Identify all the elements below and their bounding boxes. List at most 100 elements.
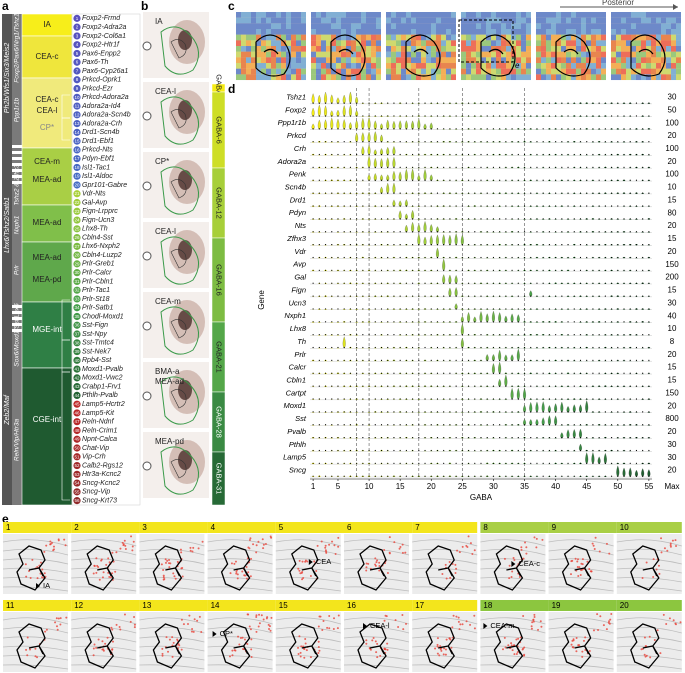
- median-dot: [598, 218, 600, 220]
- cluster-label: Gal-Avp: [82, 199, 107, 206]
- median-dot: [635, 256, 638, 259]
- cluster-num: 32: [74, 288, 80, 293]
- cell: [611, 23, 616, 30]
- cell: [616, 63, 621, 69]
- cluster-label: Prlr-St18: [82, 296, 110, 303]
- median-dot: [604, 449, 606, 452]
- cell: [586, 68, 591, 75]
- median-dot: [380, 128, 383, 130]
- cell: [621, 34, 626, 41]
- cell: [476, 17, 481, 24]
- median-dot: [418, 424, 420, 426]
- median-dot: [399, 334, 401, 336]
- median-dot: [424, 295, 426, 297]
- cell: [436, 23, 441, 30]
- cell: [256, 34, 261, 41]
- cell: [256, 12, 261, 18]
- cell: [361, 29, 366, 35]
- median-dot: [561, 115, 563, 117]
- median-dot: [412, 308, 414, 310]
- cell: [666, 51, 671, 58]
- cell: [326, 74, 331, 81]
- violin: [336, 109, 340, 117]
- cell: [496, 34, 501, 41]
- cell: [351, 12, 356, 18]
- median-dot: [617, 102, 619, 104]
- region-block: [21, 241, 73, 303]
- median-dot: [648, 141, 650, 143]
- median-dot: [368, 256, 370, 259]
- cell: [336, 12, 341, 18]
- cell: [321, 68, 326, 75]
- expression-dot: [111, 572, 114, 575]
- median-dot: [449, 411, 451, 413]
- cluster-dot: [73, 41, 81, 49]
- median-dot: [405, 179, 407, 181]
- median-dot: [405, 385, 407, 387]
- expression-dot: [235, 570, 238, 573]
- expression-dot: [324, 544, 327, 547]
- median-dot: [499, 334, 501, 336]
- cell: [511, 51, 516, 58]
- cell: [541, 34, 546, 41]
- median-dot: [573, 475, 575, 477]
- max-label: Max: [664, 482, 679, 491]
- median-dot: [499, 372, 501, 374]
- cluster-label: Reln-Ndnf: [82, 419, 115, 426]
- cell: [331, 57, 336, 64]
- cell: [421, 63, 426, 69]
- median-dot: [530, 128, 532, 130]
- median-dot: [405, 153, 407, 156]
- violin: [342, 94, 346, 105]
- cell: [656, 46, 661, 52]
- cell: [276, 63, 281, 69]
- cluster-dot: [73, 119, 81, 128]
- cell: [336, 34, 341, 41]
- expression-dot: [374, 557, 377, 560]
- median-dot: [436, 166, 439, 168]
- median-dot: [387, 282, 389, 284]
- cell: [241, 46, 246, 52]
- median-dot: [362, 449, 364, 452]
- median-dot: [399, 346, 401, 349]
- cell: [501, 17, 506, 24]
- cell: [576, 57, 581, 64]
- cell: [251, 23, 256, 30]
- median-dot: [598, 334, 600, 336]
- median-dot: [349, 128, 352, 130]
- median-dot: [648, 231, 650, 233]
- inset-box: [458, 19, 514, 63]
- median-dot: [424, 141, 426, 143]
- cell: [646, 12, 651, 18]
- median-dot: [511, 192, 513, 194]
- cell: [386, 46, 391, 52]
- median-dot: [343, 115, 345, 117]
- cell: [341, 57, 346, 64]
- cell: [271, 34, 276, 41]
- median-dot: [374, 424, 376, 426]
- median-dot: [480, 411, 482, 413]
- median-dot: [579, 205, 582, 207]
- median-dot: [617, 166, 619, 168]
- violin: [454, 233, 458, 246]
- median-dot: [318, 462, 320, 464]
- median-dot: [312, 437, 314, 439]
- median-dot: [430, 269, 432, 271]
- cell: [581, 17, 586, 24]
- median-dot: [567, 166, 569, 168]
- cell: [251, 57, 256, 64]
- cell: [316, 51, 321, 58]
- gene-label: Pvalb: [287, 427, 306, 436]
- median-dot: [499, 308, 501, 310]
- violin: [324, 91, 327, 105]
- median-dot: [362, 385, 364, 387]
- link-node: [142, 41, 152, 51]
- group-strip: [211, 451, 226, 506]
- median-dot: [604, 437, 606, 439]
- cell: [556, 23, 561, 30]
- cell: [616, 68, 621, 75]
- cell: [441, 40, 446, 47]
- median-dot: [648, 462, 650, 464]
- expression-dot: [248, 547, 251, 550]
- cell: [291, 46, 296, 52]
